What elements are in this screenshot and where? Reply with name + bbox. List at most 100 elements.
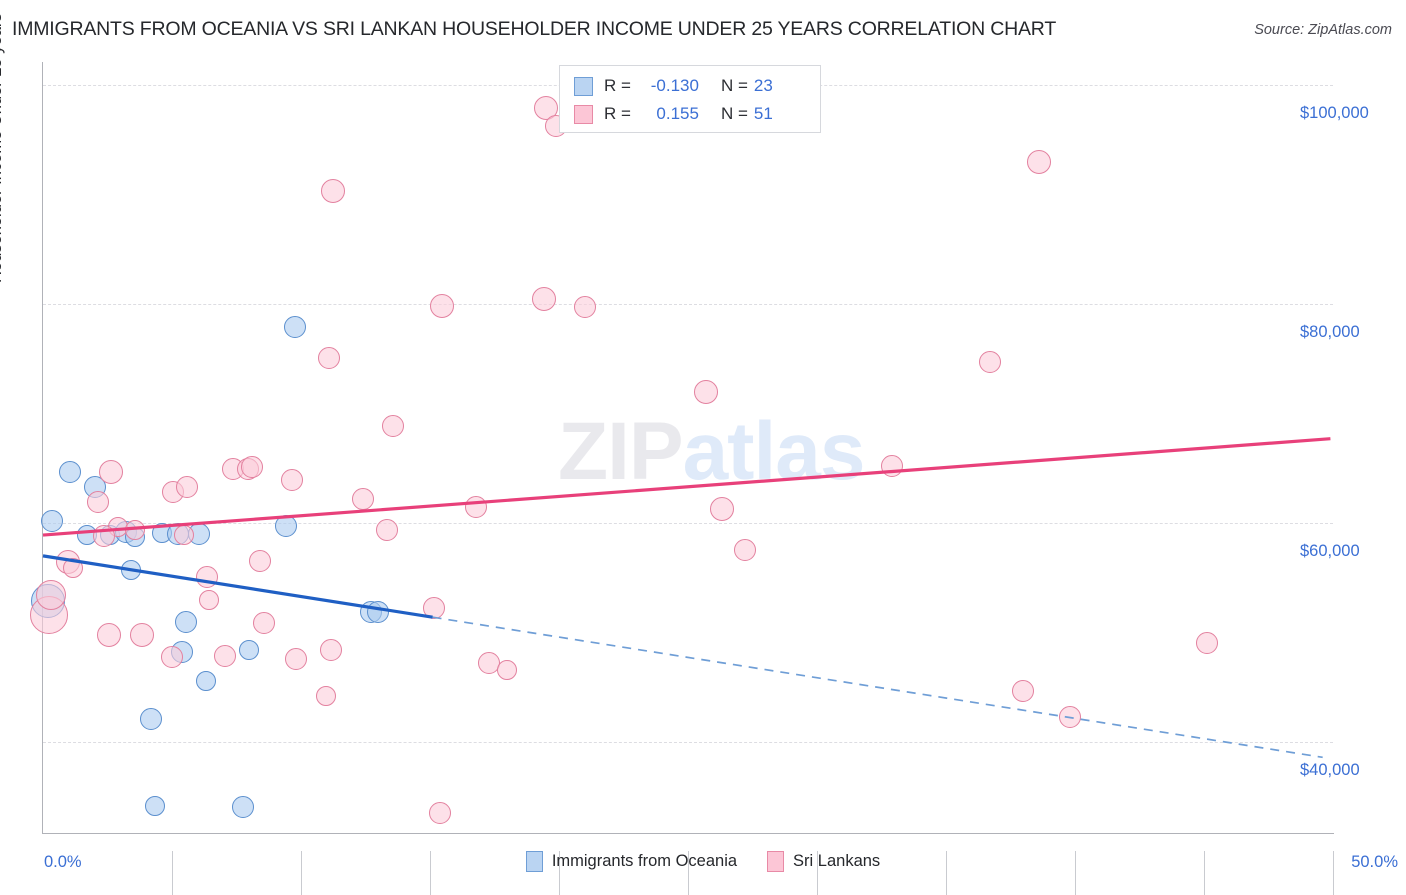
data-point[interactable] [709, 496, 734, 521]
data-point[interactable] [59, 460, 82, 483]
r-value-srilankans: 0.155 [656, 104, 699, 123]
x-tick [559, 851, 560, 895]
data-point[interactable] [1058, 705, 1081, 728]
data-point[interactable] [173, 525, 194, 546]
n-label-srilankans: N = [720, 104, 748, 123]
y-tick-label: $40,000 [1300, 761, 1360, 780]
data-point[interactable] [280, 469, 303, 492]
data-point[interactable] [87, 491, 110, 514]
data-point[interactable] [99, 459, 124, 484]
data-point[interactable] [319, 639, 342, 662]
x-tick [688, 851, 689, 895]
data-point[interactable] [175, 610, 198, 633]
swatch-srilankans-icon [574, 104, 593, 124]
data-point[interactable] [199, 589, 220, 610]
data-point[interactable] [248, 550, 271, 573]
data-point[interactable] [422, 597, 445, 620]
data-point[interactable] [130, 622, 155, 647]
legend-swatch-srilankans-icon [767, 851, 785, 872]
swatch-oceania-icon [574, 76, 593, 96]
legend-item-srilankans[interactable]: Sri Lankans [767, 851, 880, 872]
data-point[interactable] [96, 622, 121, 647]
data-point[interactable] [573, 296, 596, 319]
x-axis-max-label: 50.0% [1351, 853, 1398, 871]
data-point[interactable] [274, 515, 297, 538]
x-tick [1333, 851, 1334, 895]
y-tick-label: $100,000 [1300, 103, 1369, 122]
x-tick [946, 851, 947, 895]
data-point[interactable] [176, 475, 199, 498]
gridline [43, 304, 1333, 305]
x-tick [301, 851, 302, 895]
data-point[interactable] [497, 659, 518, 680]
page-title: IMMIGRANTS FROM OCEANIA VS SRI LANKAN HO… [12, 18, 1057, 40]
data-point[interactable] [62, 557, 83, 578]
data-point[interactable] [41, 509, 64, 532]
gridline [43, 742, 1333, 744]
data-point[interactable] [429, 802, 452, 825]
legend-label-srilankans: Sri Lankans [793, 852, 881, 870]
legend-swatch-oceania-icon [525, 851, 543, 872]
source-label: Source: ZipAtlas.com [1254, 22, 1392, 38]
r-label-oceania: R = [604, 76, 631, 95]
series-legend: Immigrants from Oceania Sri Lankans [0, 851, 1406, 872]
data-point[interactable] [231, 795, 254, 818]
data-point[interactable] [92, 525, 115, 548]
data-point[interactable] [376, 518, 399, 541]
legend-item-oceania[interactable]: Immigrants from Oceania [525, 851, 738, 872]
data-point[interactable] [240, 456, 263, 479]
data-point[interactable] [161, 645, 183, 668]
data-point[interactable] [252, 611, 275, 634]
x-tick [1204, 851, 1205, 895]
x-axis-min-label: 0.0% [44, 853, 82, 871]
data-point[interactable] [381, 414, 404, 437]
r-label-srilankans: R = [604, 104, 631, 123]
y-tick-label: $80,000 [1300, 323, 1360, 341]
legend-label-oceania: Immigrants from Oceania [551, 852, 738, 870]
data-point[interactable] [283, 315, 306, 338]
data-point[interactable] [351, 487, 374, 510]
n-value-oceania: 23 [753, 76, 773, 95]
data-point[interactable] [1026, 149, 1051, 174]
x-tick [817, 851, 818, 895]
data-point[interactable] [733, 539, 756, 562]
data-point[interactable] [321, 179, 346, 204]
data-point[interactable] [120, 560, 141, 581]
n-label-oceania: N = [720, 76, 748, 95]
r-value-oceania: -0.130 [650, 76, 699, 95]
stats-row-srilankans: R = 0.155 N = 51 [574, 100, 810, 128]
x-tick [1075, 851, 1076, 895]
x-tick [430, 851, 431, 895]
data-point[interactable] [429, 294, 454, 319]
correlation-stats-box: R = -0.130 N = 23 R = 0.155 N = 51 [559, 65, 821, 133]
data-point[interactable] [465, 495, 488, 518]
data-point[interactable] [880, 455, 903, 478]
plot-area: $40,000 $60,000 $80,000 $100,000 [30, 62, 1369, 895]
y-axis-title: Householder Income Under 25 years [0, 13, 5, 283]
n-value-srilankans: 51 [753, 104, 773, 123]
data-point[interactable] [195, 565, 218, 588]
x-axis-line [42, 833, 1334, 834]
x-tick [172, 851, 173, 895]
data-point[interactable] [694, 379, 719, 404]
data-point[interactable] [124, 519, 145, 540]
data-point[interactable] [35, 580, 66, 611]
data-point[interactable] [213, 644, 236, 667]
data-point[interactable] [1012, 679, 1035, 702]
y-tick-label: $60,000 [1300, 542, 1360, 560]
data-point[interactable] [531, 286, 556, 311]
data-point[interactable] [367, 600, 390, 623]
data-point[interactable] [315, 686, 336, 707]
gridline [43, 523, 1333, 524]
data-point[interactable] [978, 351, 1001, 374]
y-axis-line [42, 62, 43, 834]
stats-row-oceania: R = -0.130 N = 23 [574, 72, 810, 100]
data-point[interactable] [195, 670, 216, 691]
data-point[interactable] [1195, 632, 1218, 655]
data-point[interactable] [140, 708, 163, 731]
data-point[interactable] [239, 640, 260, 661]
data-point[interactable] [284, 647, 307, 670]
data-point[interactable] [145, 795, 166, 816]
data-point[interactable] [318, 346, 341, 369]
